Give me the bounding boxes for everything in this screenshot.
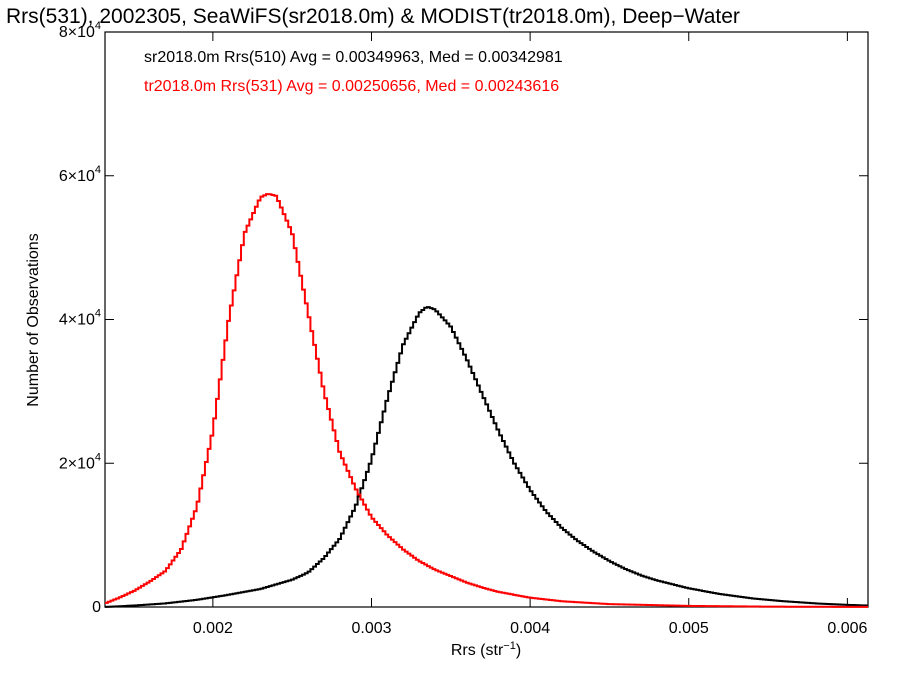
y-tick-label: 8×104 xyxy=(59,20,101,41)
x-tick-label: 0.006 xyxy=(827,620,867,637)
x-tick-label: 0.003 xyxy=(351,620,391,637)
series-line-0 xyxy=(105,306,868,608)
y-axis-ticks: 0 2×104 4×104 6×104 8×104 xyxy=(59,20,868,616)
y-tick-label: 4×104 xyxy=(59,308,101,329)
legend-entry-tr2018: tr2018.0m Rrs(531) Avg = 0.00250656, Med… xyxy=(144,78,559,95)
x-axis-ticks: 0.002 0.003 0.004 0.005 0.006 xyxy=(193,32,867,637)
series-line-1 xyxy=(105,193,868,608)
y-tick-label: 6×104 xyxy=(59,164,101,185)
y-tick-label: 0 xyxy=(92,599,101,616)
plot-frame xyxy=(104,31,869,608)
y-axis-label: Number of Observations xyxy=(25,233,42,406)
series-layer xyxy=(105,193,868,608)
x-tick-label: 0.004 xyxy=(510,620,550,637)
x-tick-label: 0.002 xyxy=(193,620,233,637)
chart-title: Rrs(531), 2002305, SeaWiFS(sr2018.0m) & … xyxy=(6,5,740,28)
legend-entry-sr2018: sr2018.0m Rrs(510) Avg = 0.00349963, Med… xyxy=(144,49,563,66)
x-axis-label: Rrs (str−1) xyxy=(451,640,521,659)
x-tick-label: 0.005 xyxy=(669,620,709,637)
y-tick-label: 2×104 xyxy=(59,451,101,472)
